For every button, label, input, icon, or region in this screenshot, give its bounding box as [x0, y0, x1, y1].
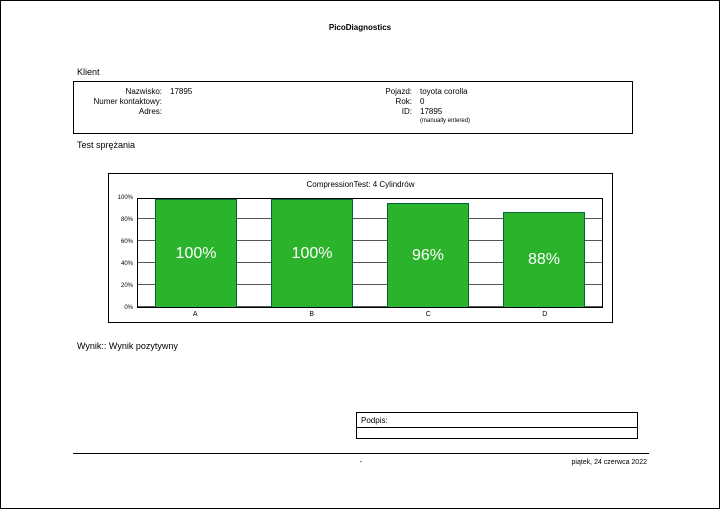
field-address: Adres: [74, 107, 374, 117]
manually-entered-note: (manually entered) [420, 118, 471, 124]
x-axis-label: C [425, 311, 431, 318]
footer-date: piątek, 24 czerwca 2022 [571, 459, 648, 466]
field-label: Rok: [395, 97, 412, 106]
client-info-box: Nazwisko: 17895 Numer kontaktowy: Adres:… [73, 81, 633, 134]
bar-value-label: 100% [175, 244, 217, 262]
field-label: Adres: [138, 107, 162, 116]
field-vehicle: Pojazd: toyota corolla [374, 87, 632, 97]
signature-label: Podpis: [357, 413, 637, 428]
field-value: 0 [420, 97, 425, 106]
footer-divider [73, 453, 649, 454]
y-axis-tick: 60% [120, 239, 133, 245]
field-surname: Nazwisko: 17895 [74, 87, 374, 97]
client-fields-right: Pojazd: toyota corolla Rok: 0 ID: 17895 … [374, 87, 632, 133]
field-label: Pojazd: [385, 87, 412, 96]
bar-cylinder-b: 100% [271, 199, 353, 307]
x-axis-label: A [192, 311, 198, 318]
client-fields-left: Nazwisko: 17895 Numer kontaktowy: Adres: [74, 87, 374, 133]
bar-value-label: 100% [291, 244, 333, 262]
field-label [374, 117, 412, 125]
bar-cylinder-c: 96% [387, 203, 469, 307]
x-axis-label: D [542, 311, 548, 318]
client-section-label: Klient [77, 67, 100, 77]
footer-page-marker: - [359, 459, 363, 466]
bar-value-label: 96% [411, 246, 445, 264]
bar-cylinder-d: 88% [503, 211, 585, 307]
bar-value-label: 88% [527, 250, 561, 268]
field-value: 17895 [420, 107, 443, 116]
field-value: 17895 [170, 87, 193, 96]
test-section-label: Test sprężania [77, 140, 136, 150]
field-id-note: (manually entered) [374, 117, 632, 125]
field-value: toyota corolla [420, 87, 468, 96]
y-axis-tick: 0% [124, 305, 133, 311]
field-id: ID: 17895 [374, 107, 632, 117]
y-axis-tick: 20% [120, 283, 133, 289]
plot-area: 100% 100% 96% 88% [137, 198, 603, 308]
x-axis-labels: A B C D [137, 311, 603, 318]
y-axis-tick: 80% [120, 217, 133, 223]
compression-test-chart: CompressionTest: 4 Cylindrów 100% 80% 60… [108, 173, 613, 323]
x-axis-label: B [309, 311, 315, 318]
bar-cylinder-a: 100% [155, 199, 237, 307]
y-axis-tick: 40% [120, 261, 133, 267]
chart-title: CompressionTest: 4 Cylindrów [306, 180, 415, 189]
result-text: Wynik:: Wynik pozytywny [77, 341, 178, 351]
app-title: PicoDiagnostics [328, 23, 392, 32]
field-contact-number: Numer kontaktowy: [74, 97, 374, 107]
field-label: Nazwisko: [125, 87, 162, 96]
y-axis-tick: 100% [117, 195, 133, 201]
signature-box: Podpis: [356, 412, 638, 439]
field-year: Rok: 0 [374, 97, 632, 107]
field-label: Numer kontaktowy: [93, 97, 162, 106]
field-label: ID: [401, 107, 412, 116]
